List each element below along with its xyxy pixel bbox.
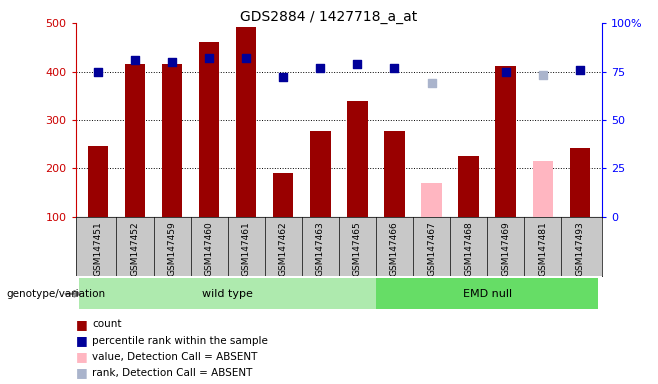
Point — [538, 72, 548, 78]
Text: GSM147467: GSM147467 — [427, 222, 436, 276]
Text: value, Detection Call = ABSENT: value, Detection Call = ABSENT — [92, 352, 257, 362]
Text: GSM147460: GSM147460 — [205, 222, 214, 276]
Bar — [570, 148, 590, 217]
Text: ■: ■ — [76, 366, 88, 379]
Text: wild type: wild type — [202, 289, 253, 299]
Point — [166, 59, 177, 65]
Point — [352, 61, 363, 67]
Text: ■: ■ — [76, 318, 88, 331]
Text: GSM147468: GSM147468 — [464, 222, 473, 276]
Text: GSM147459: GSM147459 — [168, 222, 176, 276]
Point — [241, 55, 251, 61]
Bar — [532, 161, 553, 217]
Text: GSM147469: GSM147469 — [501, 222, 510, 276]
Point — [390, 65, 400, 71]
Text: GSM147461: GSM147461 — [241, 222, 251, 276]
Text: GSM147463: GSM147463 — [316, 222, 325, 276]
Bar — [162, 64, 182, 217]
Bar — [459, 156, 479, 217]
Bar — [273, 173, 293, 217]
Bar — [421, 183, 442, 217]
Point — [426, 80, 437, 86]
Text: GSM147493: GSM147493 — [575, 222, 584, 276]
Text: GSM147465: GSM147465 — [353, 222, 362, 276]
Point — [204, 55, 215, 61]
Text: count: count — [92, 319, 122, 329]
Text: ■: ■ — [76, 334, 88, 347]
Bar — [80, 278, 376, 310]
Text: percentile rank within the sample: percentile rank within the sample — [92, 336, 268, 346]
Point — [130, 57, 140, 63]
Bar — [236, 27, 257, 217]
Text: GSM147451: GSM147451 — [93, 222, 103, 276]
Text: EMD null: EMD null — [463, 289, 512, 299]
Point — [93, 68, 103, 74]
Text: genotype/variation: genotype/variation — [7, 289, 106, 299]
Bar — [310, 131, 330, 217]
Text: GDS2884 / 1427718_a_at: GDS2884 / 1427718_a_at — [240, 10, 418, 23]
Bar — [495, 66, 516, 217]
Bar — [376, 278, 598, 310]
Point — [501, 68, 511, 74]
Bar — [88, 146, 108, 217]
Text: ■: ■ — [76, 350, 88, 363]
Text: GSM147466: GSM147466 — [390, 222, 399, 276]
Text: GSM147481: GSM147481 — [538, 222, 547, 276]
Point — [278, 74, 288, 80]
Point — [574, 66, 585, 73]
Bar — [384, 131, 405, 217]
Bar — [347, 101, 368, 217]
Text: GSM147462: GSM147462 — [279, 222, 288, 276]
Bar — [199, 43, 219, 217]
Bar — [125, 64, 145, 217]
Point — [315, 65, 326, 71]
Text: rank, Detection Call = ABSENT: rank, Detection Call = ABSENT — [92, 368, 253, 378]
Text: GSM147452: GSM147452 — [130, 222, 139, 276]
